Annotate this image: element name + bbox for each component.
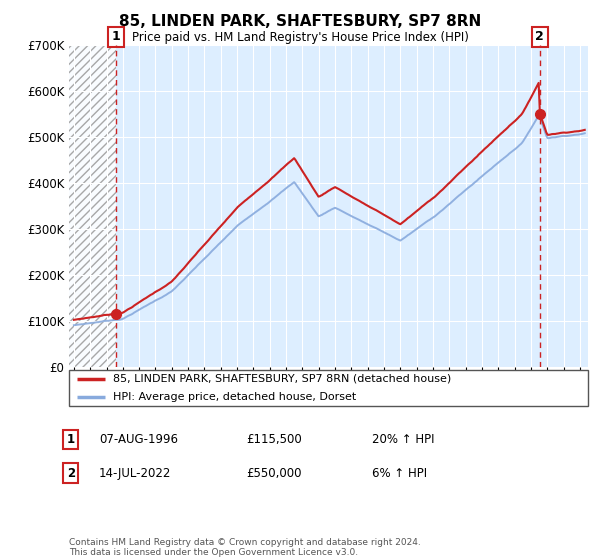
Text: 2: 2 — [535, 30, 544, 43]
Text: 14-JUL-2022: 14-JUL-2022 — [99, 466, 172, 480]
Text: 6% ↑ HPI: 6% ↑ HPI — [372, 466, 427, 480]
Text: Contains HM Land Registry data © Crown copyright and database right 2024.
This d: Contains HM Land Registry data © Crown c… — [69, 538, 421, 557]
Text: 20% ↑ HPI: 20% ↑ HPI — [372, 433, 434, 446]
Text: 85, LINDEN PARK, SHAFTESBURY, SP7 8RN (detached house): 85, LINDEN PARK, SHAFTESBURY, SP7 8RN (d… — [113, 374, 451, 384]
Text: 1: 1 — [67, 433, 75, 446]
Text: £550,000: £550,000 — [246, 466, 302, 480]
Text: Price paid vs. HM Land Registry's House Price Index (HPI): Price paid vs. HM Land Registry's House … — [131, 31, 469, 44]
Text: £115,500: £115,500 — [246, 433, 302, 446]
Text: 07-AUG-1996: 07-AUG-1996 — [99, 433, 178, 446]
Bar — [69, 45, 116, 367]
Text: 85, LINDEN PARK, SHAFTESBURY, SP7 8RN: 85, LINDEN PARK, SHAFTESBURY, SP7 8RN — [119, 14, 481, 29]
Text: 2: 2 — [67, 466, 75, 480]
Text: 1: 1 — [112, 30, 121, 43]
Text: HPI: Average price, detached house, Dorset: HPI: Average price, detached house, Dors… — [113, 392, 356, 402]
